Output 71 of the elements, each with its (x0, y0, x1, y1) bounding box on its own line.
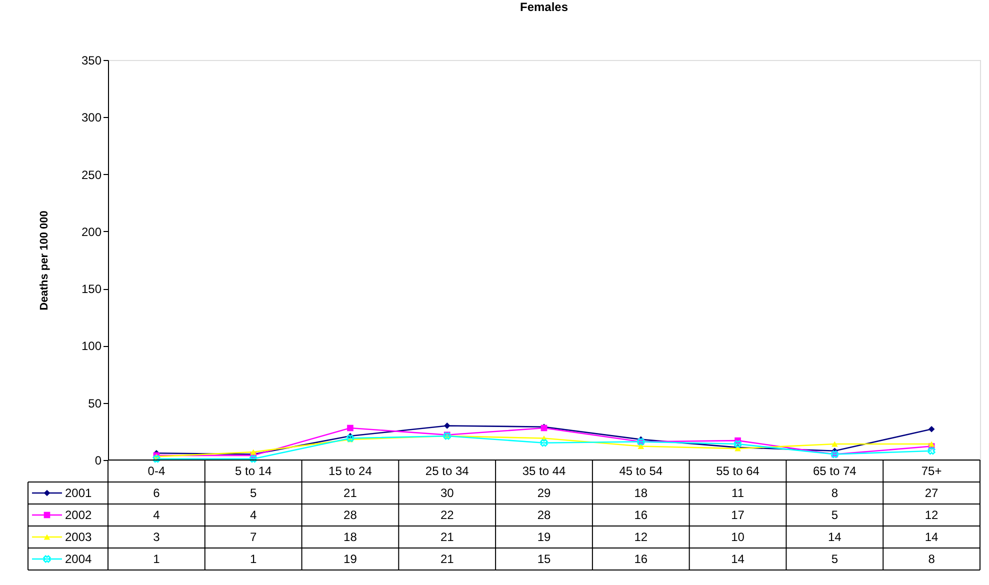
data-label: 8 (928, 552, 936, 566)
data-label: 21 (440, 552, 454, 566)
y-tick-label: 100 (81, 339, 102, 354)
data-label: 21 (344, 486, 358, 500)
x-tick-label: 0-4 (148, 464, 166, 478)
data-label: 30 (440, 486, 454, 500)
legend-label: 2002 (65, 508, 92, 522)
data-label: 12 (634, 530, 648, 544)
point (832, 441, 838, 447)
x-tick-label: 25 to 34 (425, 464, 470, 478)
data-label: 4 (153, 508, 160, 522)
point (444, 422, 450, 429)
data-label: 1 (153, 552, 160, 566)
data-label: 29 (537, 486, 551, 500)
point (638, 444, 644, 450)
data-label: 19 (537, 530, 551, 544)
data-label: 15 (537, 552, 551, 566)
data-label: 5 (250, 486, 257, 500)
data-label: 16 (634, 508, 648, 522)
point (250, 455, 258, 463)
data-label: 1 (250, 552, 257, 566)
data-label: 12 (924, 508, 939, 522)
x-tick-label: 65 to 74 (812, 464, 857, 478)
data-label: 11 (732, 486, 744, 500)
x-tick-label: 45 to 54 (619, 464, 663, 478)
data-label: 27 (924, 486, 939, 500)
point (928, 447, 936, 455)
y-tick-label: 150 (81, 282, 102, 296)
point (152, 455, 160, 463)
x-tick-label: 55 to 64 (716, 464, 760, 478)
data-label: 14 (731, 552, 745, 566)
data-label: 18 (634, 486, 648, 500)
data-label: 14 (924, 530, 939, 544)
y-tick-label: 300 (81, 110, 102, 125)
point (734, 440, 742, 448)
point (347, 424, 354, 432)
point (928, 426, 935, 432)
data-label: 17 (731, 508, 745, 522)
data-label: 16 (634, 552, 648, 566)
data-label: 14 (828, 530, 842, 544)
y-tick-label: 350 (81, 54, 102, 68)
y-tick-label: 0 (94, 454, 102, 468)
legend-label: 2004 (65, 552, 92, 566)
y-axis-title: Deaths per 100 000 (38, 210, 50, 310)
y-tick-label: 200 (81, 224, 102, 239)
data-label: 28 (537, 508, 551, 522)
data-label: 8 (831, 486, 838, 500)
data-label: 6 (153, 486, 160, 500)
x-tick-label: 15 to 24 (328, 464, 372, 478)
x-tick-label: 5 to 14 (234, 464, 272, 478)
y-tick-label: 250 (81, 168, 102, 182)
data-label: 7 (250, 530, 257, 544)
data-label: 22 (440, 508, 454, 522)
point (540, 439, 548, 447)
data-label: 19 (344, 552, 358, 566)
chart-title: Females (520, 0, 568, 14)
legend-label: 2003 (65, 530, 92, 544)
x-tick-label: 35 to 44 (522, 464, 566, 478)
y-tick-label: 50 (88, 396, 102, 410)
data-label: 18 (344, 530, 358, 544)
data-label: 3 (153, 530, 160, 544)
data-label: 28 (344, 508, 358, 522)
data-label: 5 (831, 552, 838, 566)
point (250, 449, 256, 455)
point (928, 441, 935, 447)
data-label: 21 (440, 530, 454, 544)
data-label: 4 (250, 508, 257, 522)
data-label: 5 (831, 508, 838, 522)
data-label: 10 (731, 530, 745, 544)
legend-label: 2001 (65, 486, 92, 500)
x-tick-label: 75+ (921, 464, 942, 478)
